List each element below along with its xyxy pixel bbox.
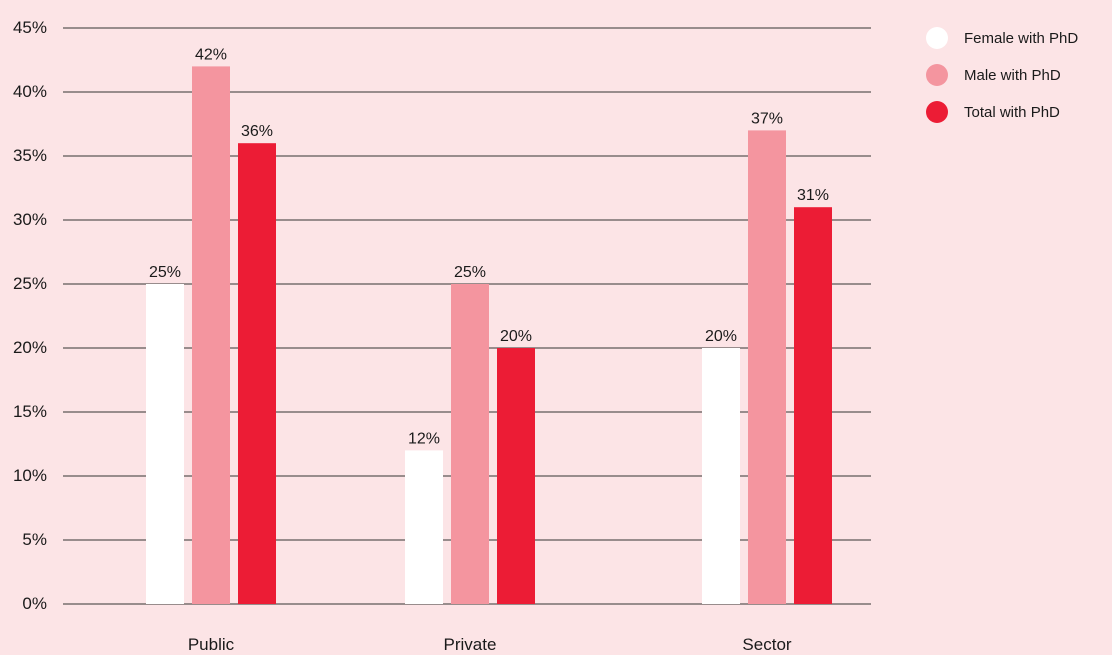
bar	[748, 130, 786, 604]
data-labels: 25% 42% 36% 12% 25% 20% 20% 37% 31%	[149, 46, 829, 447]
bar	[405, 450, 443, 604]
legend-label: Male with PhD	[964, 67, 1061, 84]
y-tick-label: 35%	[13, 146, 47, 165]
bar	[238, 143, 276, 604]
x-tick-label: Public	[188, 635, 235, 654]
y-tick-label: 20%	[13, 338, 47, 357]
y-tick-label: 40%	[13, 82, 47, 101]
data-label: 25%	[454, 264, 486, 281]
bar	[702, 348, 740, 604]
bar	[451, 284, 489, 604]
data-label: 20%	[500, 328, 532, 345]
y-tick-label: 0%	[22, 594, 47, 613]
data-label: 20%	[705, 328, 737, 345]
legend-label: Female with PhD	[964, 30, 1078, 47]
y-tick-label: 30%	[13, 210, 47, 229]
legend-label: Total with PhD	[964, 104, 1060, 121]
y-tick-label: 15%	[13, 402, 47, 421]
bars	[146, 66, 832, 604]
x-tick-label: Sector	[742, 635, 791, 654]
y-tick-label: 5%	[22, 530, 47, 549]
legend-swatch	[926, 27, 948, 49]
legend-swatch	[926, 101, 948, 123]
data-label: 37%	[751, 110, 783, 127]
x-tick-label: Private	[444, 635, 497, 654]
data-label: 25%	[149, 264, 181, 281]
legend-swatch	[926, 64, 948, 86]
bar	[146, 284, 184, 604]
data-label: 12%	[408, 430, 440, 447]
y-tick-label: 25%	[13, 274, 47, 293]
y-tick-label: 45%	[13, 18, 47, 37]
y-axis-tick-labels: 0% 5% 10% 15% 20% 25% 30% 35% 40% 45%	[13, 18, 47, 613]
bar	[192, 66, 230, 604]
y-tick-label: 10%	[13, 466, 47, 485]
bar	[794, 207, 832, 604]
bar	[497, 348, 535, 604]
data-label: 42%	[195, 46, 227, 63]
data-label: 31%	[797, 187, 829, 204]
data-label: 36%	[241, 123, 273, 140]
legend: Female with PhD Male with PhD Total with P…	[926, 27, 1078, 123]
x-axis-tick-labels: Public Private Sector	[188, 635, 792, 654]
